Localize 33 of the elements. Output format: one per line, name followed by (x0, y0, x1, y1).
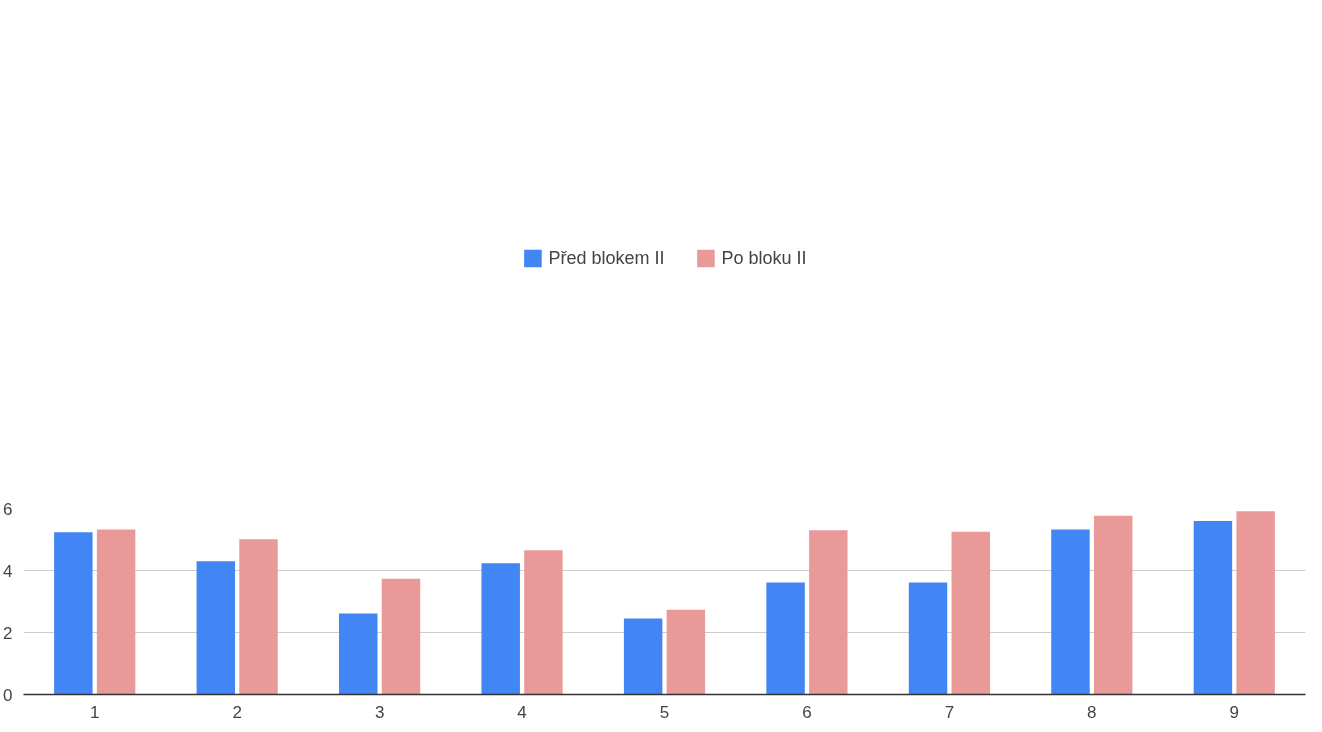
x-tick-label: 4 (517, 702, 527, 722)
bar (1193, 520, 1233, 695)
x-tick-label: 9 (1229, 702, 1240, 722)
bar (381, 578, 421, 695)
bar (766, 582, 805, 695)
x-tick-label: 6 (802, 702, 812, 722)
x-tick-label: 3 (374, 702, 385, 722)
bar (54, 532, 93, 695)
x-tick-label: 7 (944, 702, 955, 722)
bar (524, 550, 563, 695)
x-tick-label: 1 (89, 702, 100, 722)
bar (809, 530, 848, 695)
bar (623, 618, 663, 695)
x-tick-label: 8 (1087, 702, 1097, 722)
y-tick-label: 0 (3, 685, 13, 705)
legend-label: Před blokem II (548, 247, 665, 269)
x-tick-label: 2 (232, 702, 242, 722)
bar (239, 539, 278, 695)
bar (951, 531, 990, 695)
bar (481, 563, 520, 695)
bar (908, 582, 948, 695)
y-tick-label: 4 (3, 561, 13, 581)
bar (96, 529, 136, 695)
bar (339, 613, 378, 695)
bar (196, 561, 236, 695)
bar (666, 609, 706, 695)
bar (1051, 529, 1090, 695)
x-tick-label: 5 (659, 702, 670, 722)
y-tick-label: 2 (3, 623, 13, 643)
y-tick-label: 6 (3, 499, 13, 519)
bar (1093, 515, 1133, 695)
bar (1236, 511, 1275, 695)
legend-label: Po bloku II (721, 247, 807, 269)
